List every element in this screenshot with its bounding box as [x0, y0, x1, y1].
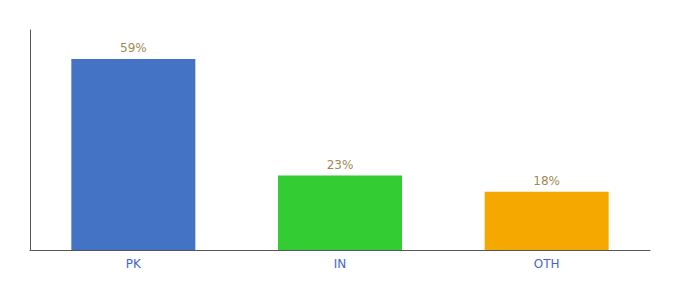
svg-text:23%: 23% [327, 158, 354, 172]
svg-text:IN: IN [334, 257, 347, 271]
svg-text:PK: PK [126, 257, 142, 271]
svg-text:59%: 59% [120, 41, 147, 55]
svg-text:OTH: OTH [534, 257, 560, 271]
svg-text:18%: 18% [533, 174, 560, 188]
